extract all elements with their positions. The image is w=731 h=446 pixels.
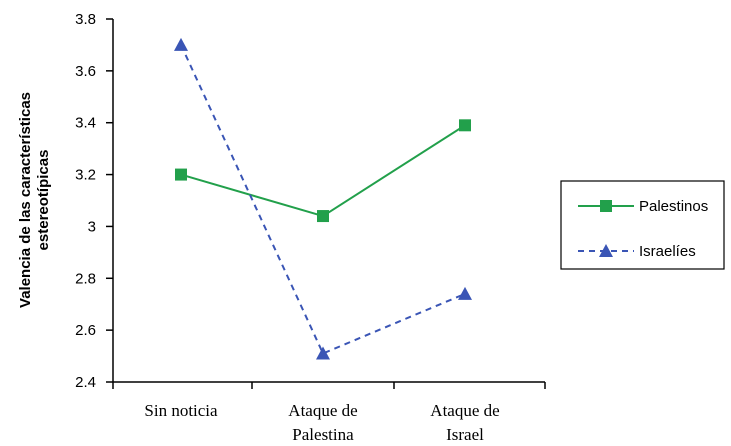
x-tick-label: Ataque de Palestina — [288, 401, 357, 444]
y-tick-label: 3.6 — [75, 63, 96, 80]
x-tick-labels: Sin noticia Ataque de Palestina Ataque de Is… — [144, 401, 499, 444]
y-tick-label: 3.4 — [75, 115, 96, 132]
axes — [106, 18, 546, 389]
legend: Palestinos Israelíes — [560, 180, 725, 270]
y-tick-label: 3.8 — [75, 11, 96, 28]
y-tick-label: 2.8 — [75, 270, 96, 287]
legend-marker — [599, 244, 613, 257]
data-point — [175, 168, 187, 181]
legend-label: Israelíes — [639, 243, 696, 260]
y-tick-label: 2.4 — [75, 374, 96, 391]
data-point — [174, 37, 188, 51]
legend-label: Palestinos — [639, 198, 708, 215]
data-point — [316, 346, 330, 360]
x-tick-label: Sin noticia — [144, 401, 218, 420]
y-tick-label: 3.2 — [75, 167, 96, 184]
data-point — [458, 286, 472, 300]
series-line — [180, 44, 466, 355]
y-axis-title: Valencia de las característicasestereotí… — [17, 92, 52, 308]
x-tick-label: Ataque de Israel — [430, 401, 499, 444]
y-tick-label: 3 — [88, 218, 96, 235]
series-palestinos — [175, 119, 471, 223]
y-tick-labels: 2.4 2.6 2.8 3 3.2 3.4 3.6 3.8 — [75, 11, 96, 391]
legend-box — [560, 180, 725, 270]
data-point — [317, 210, 329, 223]
series-israelíes — [174, 37, 472, 360]
y-axis-label: Valencia de las característicasestereotí… — [17, 92, 52, 308]
series-lines — [174, 37, 472, 360]
legend-marker — [600, 200, 612, 212]
data-point — [459, 119, 471, 132]
y-tick-label: 2.6 — [75, 322, 96, 339]
